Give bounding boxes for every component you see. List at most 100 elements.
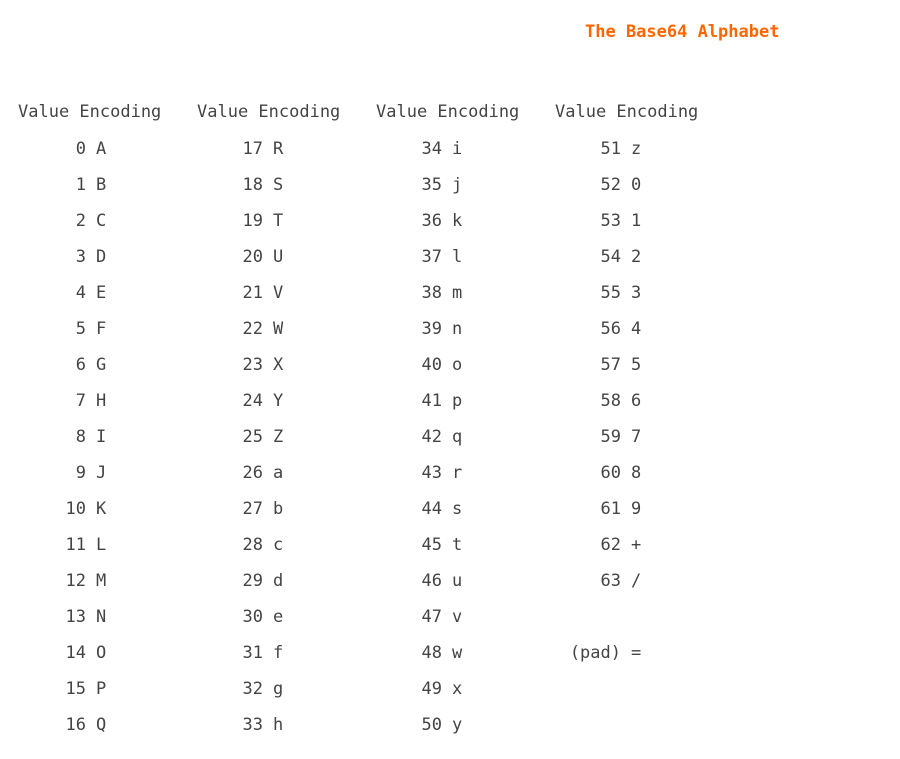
value-cell: 0 <box>75 139 86 159</box>
value-cell: 35 <box>421 175 442 195</box>
value-cell: 51 <box>600 139 621 159</box>
value-cell: 6 <box>75 355 86 375</box>
table-row: 46 u <box>401 569 463 605</box>
encoding-cell: h <box>273 715 284 735</box>
encoding-cell: T <box>273 211 284 231</box>
value-cell: 38 <box>421 283 442 303</box>
encoding-cell: d <box>273 571 284 591</box>
value-cell: 43 <box>421 463 442 483</box>
encoding-cell: J <box>96 463 107 483</box>
encoding-cell: M <box>96 571 107 591</box>
encoding-cell: o <box>452 355 463 375</box>
table-row: 62 + <box>549 533 642 569</box>
encoding-cell: K <box>96 499 107 519</box>
encoding-cell: S <box>273 175 284 195</box>
table-row: 56 4 <box>549 317 642 353</box>
table-row: 12 M <box>38 569 107 605</box>
table-row: 17 R <box>222 137 284 173</box>
table-row: 13 N <box>38 605 107 641</box>
table-row: 61 9 <box>549 497 642 533</box>
value-cell: 57 <box>600 355 621 375</box>
table-column-2: 17 R 18 S 19 T 20 U 21 V 22 W 23 X 24 Y 25 Z 26 a 27 b 28 c 29 d 3… <box>222 137 284 749</box>
value-cell: 29 <box>242 571 263 591</box>
value-cell: 27 <box>242 499 263 519</box>
encoding-cell: + <box>631 535 642 555</box>
table-row: 23 X <box>222 353 284 389</box>
value-cell: 25 <box>242 427 263 447</box>
encoding-cell: 1 <box>631 211 642 231</box>
encoding-cell: q <box>452 427 463 447</box>
value-cell <box>549 605 621 641</box>
encoding-cell <box>621 605 631 641</box>
table-row: 14 O <box>38 641 107 677</box>
encoding-cell: b <box>273 499 284 519</box>
value-cell: 2 <box>75 211 86 231</box>
encoding-cell: 5 <box>631 355 642 375</box>
page-title: The Base64 Alphabet <box>585 22 780 42</box>
encoding-cell: V <box>273 283 284 303</box>
value-cell: 42 <box>421 427 442 447</box>
encoding-cell: F <box>96 319 107 339</box>
table-row: 38 m <box>401 281 463 317</box>
table-row: 20 U <box>222 245 284 281</box>
value-cell: 5 <box>75 319 86 339</box>
table-row: 34 i <box>401 137 463 173</box>
encoding-cell: 6 <box>631 391 642 411</box>
table-row: 24 Y <box>222 389 284 425</box>
table-row: 19 T <box>222 209 284 245</box>
value-cell: 3 <box>75 247 86 267</box>
table-row: 53 1 <box>549 209 642 245</box>
column-header-1: Value Encoding <box>18 102 162 122</box>
table-row: 45 t <box>401 533 463 569</box>
table-row: 48 w <box>401 641 463 677</box>
table-row: 37 l <box>401 245 463 281</box>
table-row: 39 n <box>401 317 463 353</box>
value-cell: 44 <box>421 499 442 519</box>
table-column-3: 34 i 35 j 36 k 37 l 38 m 39 n 40 o 41 p 42 q 43 r 44 s 45 t 46 u 4… <box>401 137 463 749</box>
table-row: 49 x <box>401 677 463 713</box>
value-cell: 46 <box>421 571 442 591</box>
table-row <box>549 605 641 641</box>
encoding-cell: m <box>452 283 463 303</box>
table-row: 35 j <box>401 173 463 209</box>
encoding-cell: j <box>452 175 463 195</box>
column-header-2: Value Encoding <box>197 102 341 122</box>
value-cell: 20 <box>242 247 263 267</box>
value-cell: 13 <box>65 607 86 627</box>
column-header-3: Value Encoding <box>376 102 520 122</box>
table-row: 36 k <box>401 209 463 245</box>
value-cell: 10 <box>65 499 86 519</box>
table-row: 59 7 <box>549 425 642 461</box>
encoding-cell: e <box>273 607 284 627</box>
encoding-cell: u <box>452 571 463 591</box>
encoding-cell: Y <box>273 391 284 411</box>
table-row: 30 e <box>222 605 284 641</box>
encoding-cell: N <box>96 607 107 627</box>
encoding-cell: Z <box>273 427 284 447</box>
value-cell: 4 <box>75 283 86 303</box>
value-cell: 11 <box>65 535 86 555</box>
encoding-cell: / <box>631 571 642 591</box>
value-cell: 18 <box>242 175 263 195</box>
table-row: 54 2 <box>549 245 642 281</box>
encoding-cell: 4 <box>631 319 642 339</box>
table-row: 55 3 <box>549 281 642 317</box>
value-cell: 28 <box>242 535 263 555</box>
table-row: 47 v <box>401 605 463 641</box>
encoding-cell: U <box>273 247 284 267</box>
encoding-cell: 9 <box>631 499 642 519</box>
value-cell: 60 <box>600 463 621 483</box>
table-row: 44 s <box>401 497 463 533</box>
encoding-cell: n <box>452 319 463 339</box>
value-cell: 8 <box>75 427 86 447</box>
table-row: 52 0 <box>549 173 642 209</box>
value-cell: 12 <box>65 571 86 591</box>
value-cell: (pad) <box>569 643 621 663</box>
value-cell: 19 <box>242 211 263 231</box>
value-cell: 21 <box>242 283 263 303</box>
table-row: 63 / <box>549 569 642 605</box>
value-cell: 52 <box>600 175 621 195</box>
